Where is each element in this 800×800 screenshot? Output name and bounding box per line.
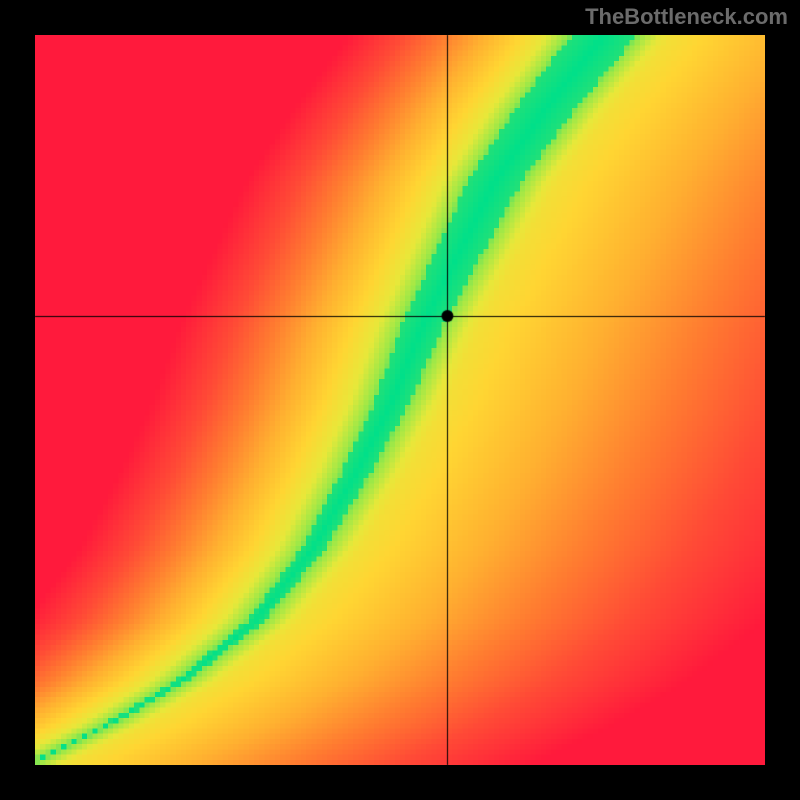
- source-watermark: TheBottleneck.com: [585, 4, 788, 30]
- bottleneck-heatmap: [35, 35, 765, 765]
- chart-container: TheBottleneck.com: [0, 0, 800, 800]
